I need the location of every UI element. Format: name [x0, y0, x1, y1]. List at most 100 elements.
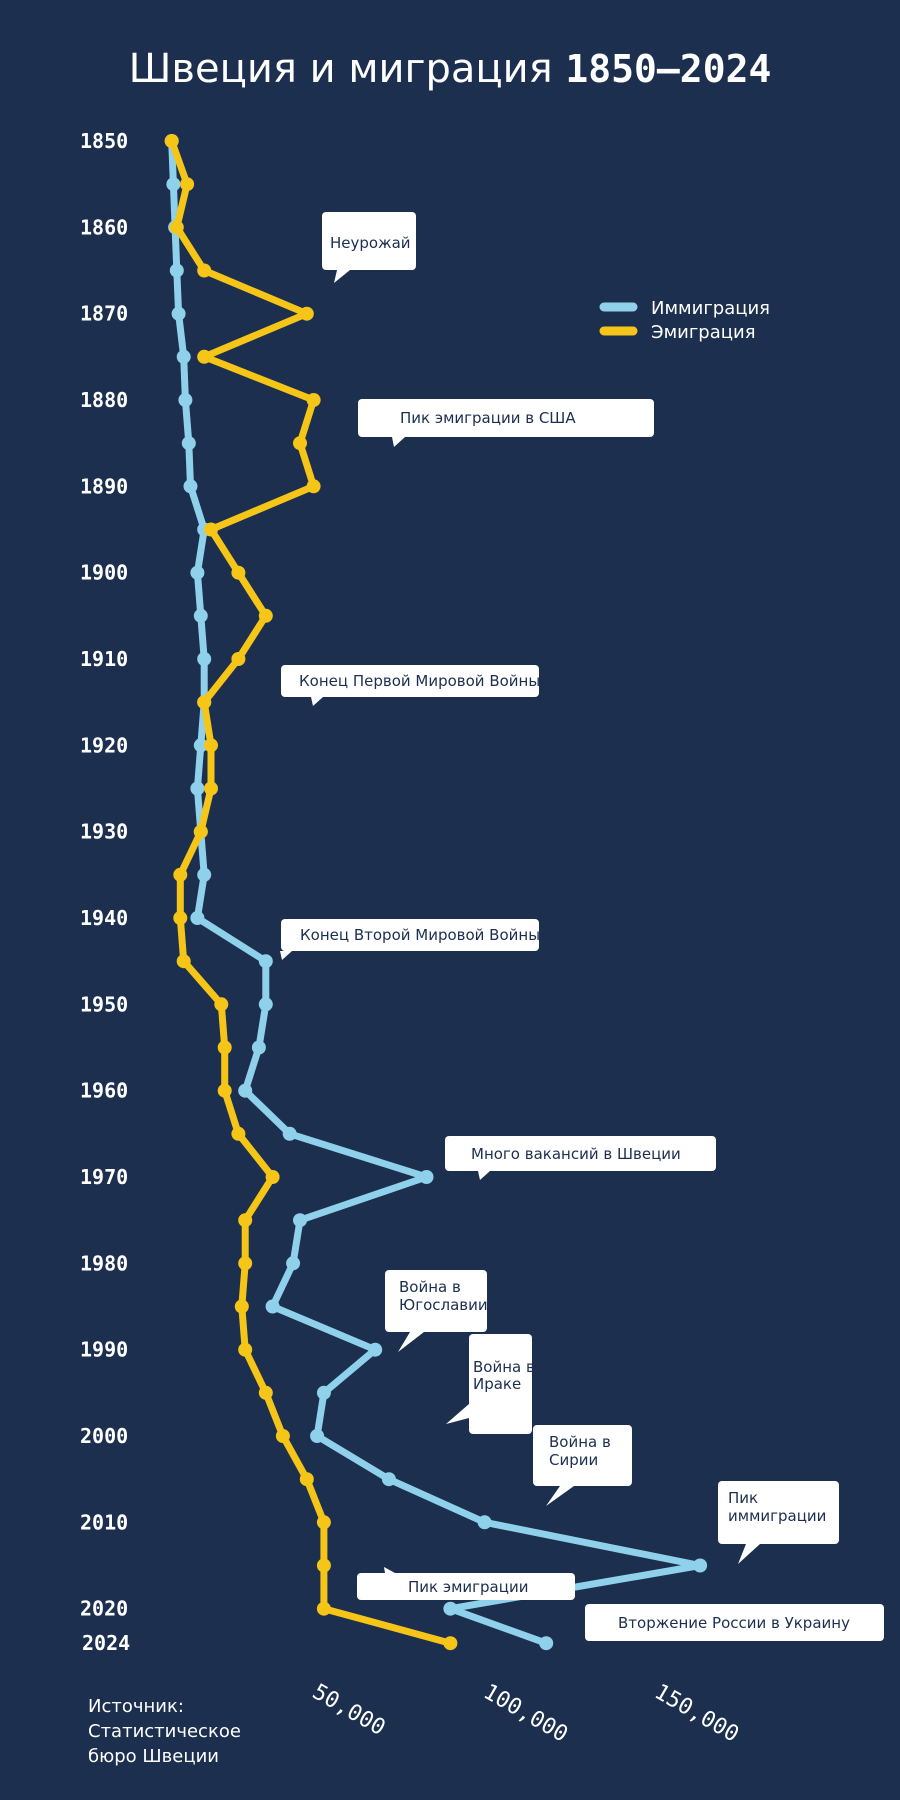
annotation-callout: Конец Второй Мировой Войны: [280, 919, 540, 960]
data-point-emigration: [173, 911, 188, 925]
data-point-emigration: [258, 1385, 273, 1400]
annotation-label: Конец Первой Мировой Войны: [299, 672, 540, 690]
data-point-immigration: [282, 1126, 297, 1141]
annotation-tail: [334, 270, 350, 283]
data-point-emigration: [204, 781, 218, 796]
data-point-immigration: [419, 1170, 434, 1184]
annotation-label: Неурожай: [330, 234, 411, 252]
data-point-immigration: [251, 1040, 266, 1055]
annotation-label: Пик иммиграции: [728, 1489, 826, 1525]
data-point-immigration: [310, 1429, 325, 1443]
data-point-immigration: [265, 1299, 280, 1314]
y-tick-label: 1860: [80, 215, 128, 239]
y-tick-label: 1930: [80, 820, 128, 844]
data-point-immigration: [693, 1558, 708, 1573]
legend-label-emigration: Эмиграция: [651, 322, 756, 343]
annotation-callout: Неурожай: [322, 212, 416, 283]
annotation-box: [385, 1270, 487, 1332]
y-tick-label: 1870: [80, 302, 128, 326]
x-tick-label: 150,000: [650, 1680, 743, 1748]
data-point-emigration: [164, 134, 179, 148]
data-point-immigration: [181, 436, 196, 451]
y-tick-label: 1900: [80, 561, 128, 585]
annotation-callout: Конец Первой Мировой Войны: [281, 665, 540, 706]
data-point-immigration: [190, 911, 205, 925]
annotation-tail: [280, 951, 292, 960]
annotation-callout: Много вакансий в Швеции: [445, 1136, 716, 1180]
data-point-immigration: [176, 349, 191, 364]
data-point-immigration: [166, 177, 181, 192]
y-axis-ticks: 1850 1860 1870 1880 1890 1900 1910 1920 1930 1940…: [80, 129, 130, 1655]
data-point-emigration: [293, 436, 307, 451]
data-point-immigration: [183, 479, 198, 494]
annotation-callout: Вторжение России в Украину: [585, 1604, 884, 1641]
annotation-tail: [446, 1404, 469, 1424]
y-tick-label: 1920: [80, 733, 128, 757]
data-point-emigration: [214, 997, 229, 1012]
y-tick-label: 2020: [80, 1597, 128, 1621]
data-point-emigration: [180, 177, 195, 192]
source-note: Источник: Статистическое бюро Швеции: [88, 1696, 241, 1767]
data-point-immigration: [286, 1256, 301, 1271]
annotation-box: [445, 1136, 716, 1171]
data-point-emigration: [193, 824, 208, 839]
annotations-layer: Неурожай Пик эмиграции в США Конец Первой …: [280, 212, 884, 1641]
title-years: 1850–2024: [565, 47, 772, 91]
data-point-immigration: [169, 263, 184, 278]
y-tick-label: 1940: [80, 906, 128, 930]
data-point-immigration: [539, 1636, 554, 1651]
annotation-callout: Пик иммиграции: [718, 1481, 839, 1564]
annotation-box: [281, 665, 539, 697]
data-point-emigration: [258, 608, 273, 623]
annotation-box: [469, 1334, 532, 1434]
legend: Иммиграция Эмиграция: [599, 298, 770, 343]
y-tick-label: 2024: [82, 1631, 130, 1655]
data-point-emigration: [306, 479, 321, 494]
x-tick-label: 50,000: [308, 1680, 389, 1741]
annotation-box: [281, 919, 539, 951]
data-point-emigration: [197, 263, 212, 278]
annotation-label: Война в Югославии: [399, 1278, 488, 1314]
data-point-emigration: [197, 695, 212, 710]
annotation-label: Пик эмиграции в США: [400, 409, 576, 427]
annotation-tail: [546, 1486, 574, 1506]
y-tick-label: 1960: [80, 1079, 128, 1103]
annotation-callout: Война в Сирии: [533, 1425, 632, 1506]
annotation-label: Война в Сирии: [549, 1433, 611, 1469]
data-point-emigration: [299, 306, 314, 321]
data-point-immigration: [258, 954, 273, 969]
data-point-emigration: [265, 1170, 280, 1184]
y-tick-label: 1880: [80, 388, 128, 412]
data-point-emigration: [217, 1040, 232, 1055]
data-point-immigration: [193, 738, 208, 753]
annotation-tail: [478, 1171, 490, 1180]
data-point-emigration: [217, 1083, 232, 1098]
x-axis-ticks: 50,000 100,000 150,000: [308, 1680, 743, 1748]
annotation-box: [357, 1573, 575, 1600]
annotation-tail: [311, 697, 323, 706]
y-tick-label: 1850: [80, 129, 128, 153]
data-point-immigration: [293, 1213, 307, 1228]
annotation-box: [322, 212, 416, 270]
data-point-immigration: [368, 1342, 383, 1357]
annotation-callout: Пик эмиграции: [357, 1567, 575, 1600]
data-point-emigration: [204, 738, 218, 753]
data-point-immigration: [258, 997, 273, 1012]
annotation-label: Вторжение России в Украину: [618, 1614, 850, 1632]
y-tick-label: 2010: [80, 1510, 128, 1534]
data-point-emigration: [231, 1126, 246, 1141]
annotation-label: Много вакансий в Швеции: [471, 1145, 681, 1163]
y-tick-label: 1970: [80, 1165, 128, 1189]
y-tick-label: 1980: [80, 1251, 128, 1275]
x-tick-label: 100,000: [479, 1680, 572, 1748]
data-point-emigration: [238, 1342, 253, 1357]
y-tick-label: 1950: [80, 992, 128, 1016]
data-point-immigration: [381, 1472, 396, 1487]
data-point-immigration: [178, 393, 193, 407]
series-line-emigration: [168, 137, 454, 1647]
annotation-callout: Пик эмиграции в США: [358, 399, 654, 447]
series-layer: [164, 134, 708, 1651]
data-point-emigration: [299, 1472, 314, 1487]
data-point-emigration: [306, 393, 321, 407]
